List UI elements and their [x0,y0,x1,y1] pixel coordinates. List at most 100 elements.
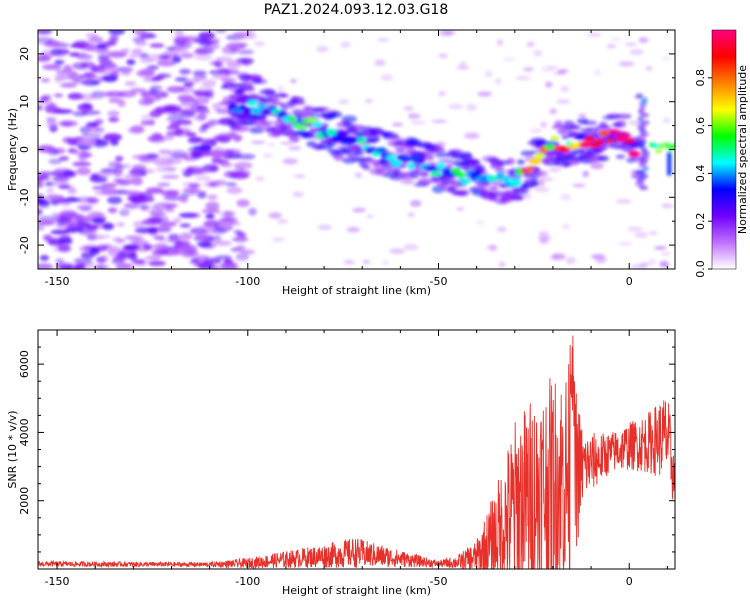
spectrogram-cell [666,155,672,161]
spectrogram-cell [164,133,175,141]
spectrogram-cell [465,103,478,111]
spectrogram-cell [572,183,586,188]
colorbar-label: Normalized spectral amplitude [736,65,749,234]
spectrogram-cell [131,170,142,176]
spectrogram-cell [124,81,137,86]
spectrogram-cell [469,171,482,178]
snr-xtick-label: -150 [45,575,70,588]
spectrogram-cell [594,69,601,76]
spectrogram-cell [107,207,118,214]
spectrogram-cell [156,59,176,67]
spectrogram-cell [639,104,646,110]
spectrogram-cell [163,195,183,201]
spectrogram-cell [395,137,406,144]
spectrogram-cell [455,189,470,197]
spectrogram-cell [330,135,343,142]
spectrogram-cell [598,130,610,137]
spectrogram-cell [188,183,200,188]
spectrogram-cell [343,259,355,265]
spectrogram-cell [156,73,172,78]
spectrogram-cell [277,85,285,93]
spectrogram-cell [145,53,166,62]
spectrogram-cell [143,76,162,82]
spectrogram-cell [647,258,657,266]
spectrogram-cell [522,67,534,72]
spectrogram-cell [102,74,118,83]
spectrogram-cell [103,133,122,142]
spectrogram-cell [202,79,217,88]
spectrogram-cell [484,70,494,78]
snr-ytick-label: 6000 [18,350,31,378]
spectrogram-cell [38,144,56,153]
spectrogram-cell [464,132,480,140]
spectrogram-cell [194,53,213,61]
spectrogram-cell [47,238,65,246]
spectrogram-cell [456,66,470,70]
spectrogram-cell [534,152,546,159]
spectrogram-cell [382,162,392,168]
spectrogram-cell [209,70,223,75]
spectrogram-cell [431,119,447,123]
spectrogram-cell [166,85,186,93]
spectrogram-cell [659,260,670,268]
spectrogram-cell [243,108,252,115]
spectrogram-cell [248,207,257,216]
spectrogram-cell [199,148,211,157]
spectrogram-cell [539,238,549,244]
spectrogram-ytick-label: -20 [18,236,31,254]
spectrogram-cell [279,103,289,112]
spectrogram-cell [253,41,266,46]
spectrogram-xtick-label: -150 [45,275,70,288]
spectrogram-cell [203,180,223,188]
spectrogram-cell [645,66,653,71]
snr-ylabel: SNR (10 * v/v) [6,410,19,488]
spectrogram-cell [638,127,646,133]
spectrogram-cell [496,39,504,46]
spectrogram-cell [178,212,198,218]
spectrogram-cell [138,158,158,163]
spectrogram-cell [128,52,144,58]
spectrogram-cell [91,217,106,224]
spectrogram-cell [565,257,576,265]
spectrogram-cell [69,52,80,57]
spectrogram-cell [189,137,204,142]
spectrogram-cell [264,88,277,97]
colorbar-tick-label: 0.4 [694,165,707,183]
spectrogram-cell [267,105,278,111]
spectrogram-cell [220,68,240,76]
spectrogram-cell [597,155,610,162]
spectrogram-cell [39,96,49,103]
snr-series-line [38,335,675,569]
spectrogram-cell [83,71,95,78]
spectrogram-cell [640,173,649,179]
spectrogram-cell [258,103,267,108]
spectrogram-cell [538,177,554,181]
spectrogram-cell [58,156,69,161]
spectrogram-cell [489,190,505,197]
spectrogram-cell [81,110,101,115]
spectrogram-cell [181,250,197,258]
spectrogram-cell [115,155,124,162]
spectrogram-cell [268,212,282,219]
spectrogram-cell [103,64,118,70]
snr-ytick-label: 4000 [18,418,31,446]
spectrogram-cell [117,99,126,108]
spectrogram-cell [107,50,128,58]
spectrogram-cell [49,41,65,46]
spectrogram-cell [434,145,443,151]
spectrogram-cell [296,124,308,130]
spectrogram-cell [637,108,645,114]
spectrogram-cell [201,123,210,129]
spectrogram-cell [506,157,515,165]
spectrogram-cell [77,138,97,147]
spectrogram-cell [54,59,65,65]
spectrogram-cell [80,206,91,212]
spectrogram-cell [582,170,590,178]
spectrogram-cell [212,240,232,246]
spectrogram-cell [335,130,348,137]
spectrogram-cell [614,120,627,128]
spectrogram-cell [544,81,553,88]
colorbar-tick-label: 0.6 [694,117,707,135]
spectrogram-cell [553,71,566,75]
spectrogram-cell [615,199,632,204]
